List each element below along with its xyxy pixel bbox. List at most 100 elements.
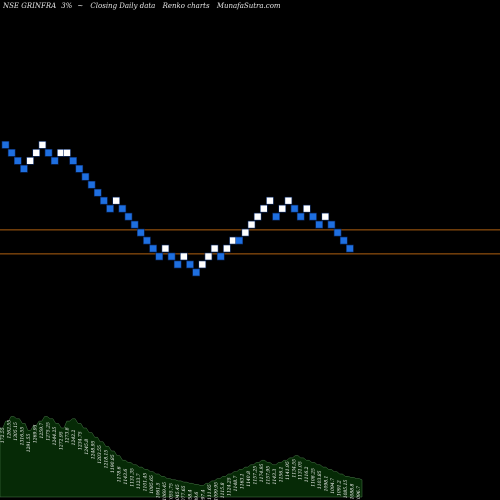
renko-brick-down	[155, 252, 164, 261]
renko-brick-down	[333, 228, 342, 237]
renko-brick-up	[259, 204, 268, 213]
renko-bricks	[1, 141, 354, 277]
renko-brick-up	[241, 228, 250, 237]
volume-price-label: 1094.7	[330, 478, 336, 494]
volume-price-label: 1077.65	[181, 485, 187, 500]
volume-price-label: 1190.85	[110, 454, 116, 473]
renko-brick-up	[63, 149, 71, 157]
renko-brick-down	[1, 141, 10, 149]
site-label: MunafaSutra.com	[216, 2, 281, 10]
level-lines	[0, 229, 500, 255]
renko-brick-up	[247, 220, 256, 229]
renko-brick-down	[339, 236, 348, 245]
volume-price-label: 1234.75	[78, 431, 84, 450]
volume-price-label: 1203.55	[97, 445, 103, 464]
volume-price-label: 1291.55	[26, 434, 32, 453]
renko-brick-down	[7, 149, 16, 157]
volume-price-label: 1116.2	[304, 466, 310, 482]
volume-price-label: 1305.15	[13, 422, 19, 441]
volume-price-label: 1248.95	[91, 440, 97, 459]
volume-price-label: 1262.55	[7, 420, 13, 439]
volume-price-label: 172.55	[0, 427, 6, 443]
volume-price-label: 1055.75	[168, 483, 174, 500]
renko-brick-down	[290, 204, 299, 213]
volume-price-label: 1085.65	[149, 475, 155, 494]
volume-price-label: 1244.25	[52, 427, 58, 446]
renko-brick-up	[38, 141, 47, 149]
volume-price-label: 1069.45	[162, 482, 168, 500]
renko-brick-down	[130, 220, 139, 229]
volume-price-label: 1131.35	[130, 468, 136, 487]
chart-header: NSE GRINFRA 3% ~ Closing Daily data Renko …	[3, 2, 497, 10]
volume-labels: 172.55 1262.55 1305.15 1316.55 1291.55 1269.9…	[0, 420, 362, 500]
renko-brick-down	[143, 236, 151, 245]
renko-brick-up	[278, 204, 287, 213]
volume-area-fill	[0, 416, 363, 498]
renko-brick-down	[272, 212, 280, 221]
volume-price-label: 1096.7	[356, 486, 362, 500]
renko-brick-down	[137, 228, 145, 237]
volume-price-label: 1141.95	[285, 461, 291, 480]
renko-brick-down	[124, 212, 133, 221]
renko-brick-down	[14, 157, 22, 165]
volume-price-label: 1103.85	[317, 470, 323, 489]
renko-brick-up	[253, 212, 262, 221]
renko-brick-up	[161, 244, 170, 253]
renko-brick-down	[118, 204, 127, 213]
renko-brick-down	[327, 220, 336, 229]
volume-price-label: 1178.6	[117, 466, 123, 482]
renko-brick-down	[106, 204, 114, 213]
volume-price-label: 1098.1	[324, 476, 330, 492]
renko-brick-down	[173, 260, 182, 269]
volume-price-label: 1273.8	[65, 427, 71, 443]
volume-price-label: 1143.3	[272, 469, 278, 485]
renko-brick-down	[315, 220, 323, 229]
volume-price-label: 1099.95	[214, 482, 220, 500]
volume-price-label: 1259.7	[39, 423, 45, 439]
volume-price-label: 1089.6	[194, 492, 200, 500]
box-size-label: 3%	[61, 2, 73, 10]
volume-price-label: 1269.95	[32, 424, 38, 443]
volume-price-label: 1091.2	[337, 480, 343, 496]
renko-brick-down	[20, 165, 28, 173]
volume-price-label: 1156.1	[278, 466, 284, 482]
volume-price-label: 1088.8	[350, 484, 356, 500]
renko-brick-down	[69, 157, 77, 165]
renko-brick-down	[186, 260, 194, 269]
volume-price-label: 1123.7	[136, 473, 142, 489]
renko-brick-down	[235, 236, 243, 245]
volume-price-label: 1061.5	[155, 482, 161, 498]
volume-price-label: 1131.05	[298, 461, 304, 480]
renko-brick-up	[198, 260, 207, 269]
mode-label: Closing Daily data	[90, 2, 156, 10]
volume-price-label: 1174.95	[259, 463, 265, 482]
volume-area	[0, 416, 363, 498]
renko-brick-down	[216, 252, 225, 261]
volume-price-label: 1163.1	[240, 473, 246, 489]
volume-price-label: 1245.8	[84, 439, 90, 455]
renko-brick-down	[167, 252, 176, 261]
renko-brick-down	[81, 172, 90, 181]
renko-brick-up	[210, 244, 219, 253]
renko-brick-down	[50, 157, 59, 165]
renko-brick-up	[112, 196, 120, 205]
renko-brick-down	[93, 188, 102, 197]
renko-brick-up	[26, 157, 34, 165]
volume-price-label: 1157.95	[265, 466, 271, 485]
renko-brick-up	[32, 149, 41, 157]
chart-name-label: Renko charts	[162, 2, 210, 10]
volume-price-label: 1148.7	[233, 476, 239, 492]
renko-brick-down	[192, 268, 200, 277]
volume-price-label: 1097.4	[201, 489, 207, 500]
volume-price-label: 1111.65	[207, 484, 213, 500]
volume-price-label: 1242.2	[71, 430, 77, 446]
volume-price-label: 1316.55	[19, 427, 25, 446]
renko-brick-up	[321, 212, 330, 221]
renko-brick-down	[75, 165, 84, 173]
renko-brick-up	[204, 252, 213, 261]
renko-brick-up	[180, 252, 188, 261]
renko-brick-up	[284, 196, 293, 205]
volume-price-label: 1218.15	[104, 450, 110, 469]
renko-brick-up	[266, 196, 274, 205]
symbol-label: NSE GRINFRA	[3, 2, 57, 10]
